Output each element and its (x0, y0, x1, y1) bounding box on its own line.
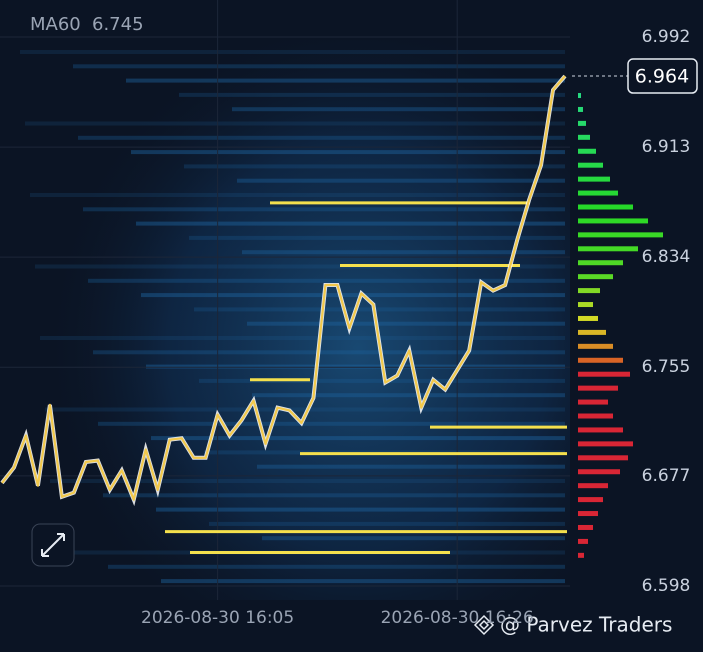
volume-bar (578, 93, 581, 99)
heat-streak (189, 235, 565, 240)
volume-bar (578, 329, 606, 335)
expand-icon (41, 533, 65, 557)
volume-bar (578, 552, 584, 558)
heatmap (40, 40, 570, 600)
volume-bar (578, 288, 600, 294)
heat-streak (141, 293, 565, 298)
volume-bar (578, 343, 613, 349)
x-tick-label: 2026-08-30 16:26 (381, 608, 534, 628)
volume-bar (578, 469, 620, 475)
heat-streak (35, 264, 565, 269)
heat-streak (126, 78, 565, 83)
plot (0, 74, 567, 507)
watermark: @ Parvez Traders (500, 613, 672, 637)
volume-bar (578, 176, 610, 182)
price-line (1, 75, 566, 501)
volume-bar (578, 385, 618, 391)
heat-streak (108, 564, 565, 569)
volume-bar (578, 232, 663, 238)
indicator-value: 6.745 (92, 14, 144, 35)
heat-streak (146, 364, 565, 369)
heat-streak (78, 135, 565, 140)
y-tick-label: 6.992 (642, 27, 691, 47)
heatmap-streaks (20, 50, 565, 584)
y-tick-label: 6.834 (642, 247, 691, 267)
heat-streak (199, 378, 565, 383)
watermark-logo (473, 614, 495, 636)
heat-streak (262, 536, 565, 541)
heat-streak (151, 436, 565, 441)
volume-bar (578, 218, 648, 224)
last-price-box (627, 58, 698, 94)
heat-streak (232, 107, 565, 112)
heat-streak (30, 193, 565, 197)
heat-streak (136, 221, 565, 226)
x-tick-label: 2026-08-30 16:05 (141, 608, 294, 628)
volume-bar (578, 315, 598, 321)
volume-bar (578, 120, 586, 126)
heat-streak (252, 393, 565, 398)
y-tick-label: 6.677 (642, 466, 691, 486)
heat-streak (179, 92, 565, 97)
volume-bar (578, 538, 588, 544)
volume-bar (578, 497, 603, 503)
volume-bar (578, 134, 590, 140)
heat-streak (257, 464, 565, 469)
indicator-label: MA60 (30, 14, 81, 35)
volume-bar (578, 190, 618, 196)
volume-bar (578, 148, 596, 154)
levels (165, 201, 567, 555)
volume-bar (578, 511, 598, 517)
volume-bar (578, 260, 623, 266)
volume-bar (578, 483, 608, 489)
heat-streak (98, 421, 565, 426)
volume-bar (578, 427, 623, 433)
heat-streak (237, 178, 565, 183)
heat-streak (131, 150, 565, 155)
volume-profile (578, 93, 663, 558)
volume-bar (578, 455, 628, 461)
heat-streak (242, 250, 565, 255)
heat-streak (209, 521, 565, 526)
heat-streak (156, 507, 565, 512)
last-price-label: 6.964 (635, 66, 689, 88)
y-tick-label: 6.598 (642, 576, 691, 596)
heat-streak (184, 164, 565, 169)
volume-bar (578, 524, 593, 530)
heat-streak (194, 307, 565, 312)
heat-streak (20, 50, 565, 54)
heat-streak (93, 350, 565, 355)
grid (0, 0, 570, 600)
volume-bar (578, 399, 608, 405)
heat-streak (247, 321, 565, 326)
heat-streak (103, 493, 565, 498)
y-tick-label: 6.913 (642, 137, 691, 157)
volume-bar (578, 204, 633, 210)
volume-bar (578, 413, 613, 419)
heat-streak (50, 479, 565, 483)
volume-bar (578, 371, 630, 377)
heat-streak (83, 207, 565, 212)
volume-bar (578, 302, 593, 308)
heat-streak (73, 64, 565, 69)
heat-streak (25, 121, 565, 126)
volume-bar (578, 162, 603, 168)
heat-streak (161, 579, 565, 584)
volume-bar (578, 106, 583, 112)
volume-bar (578, 357, 623, 363)
y-tick-label: 6.755 (642, 357, 691, 377)
volume-bar (578, 441, 633, 447)
heat-streak (88, 278, 565, 283)
heat-streak (45, 407, 565, 412)
volume-bar (578, 274, 613, 280)
volume-bar (578, 246, 638, 252)
heat-streak (40, 336, 565, 340)
